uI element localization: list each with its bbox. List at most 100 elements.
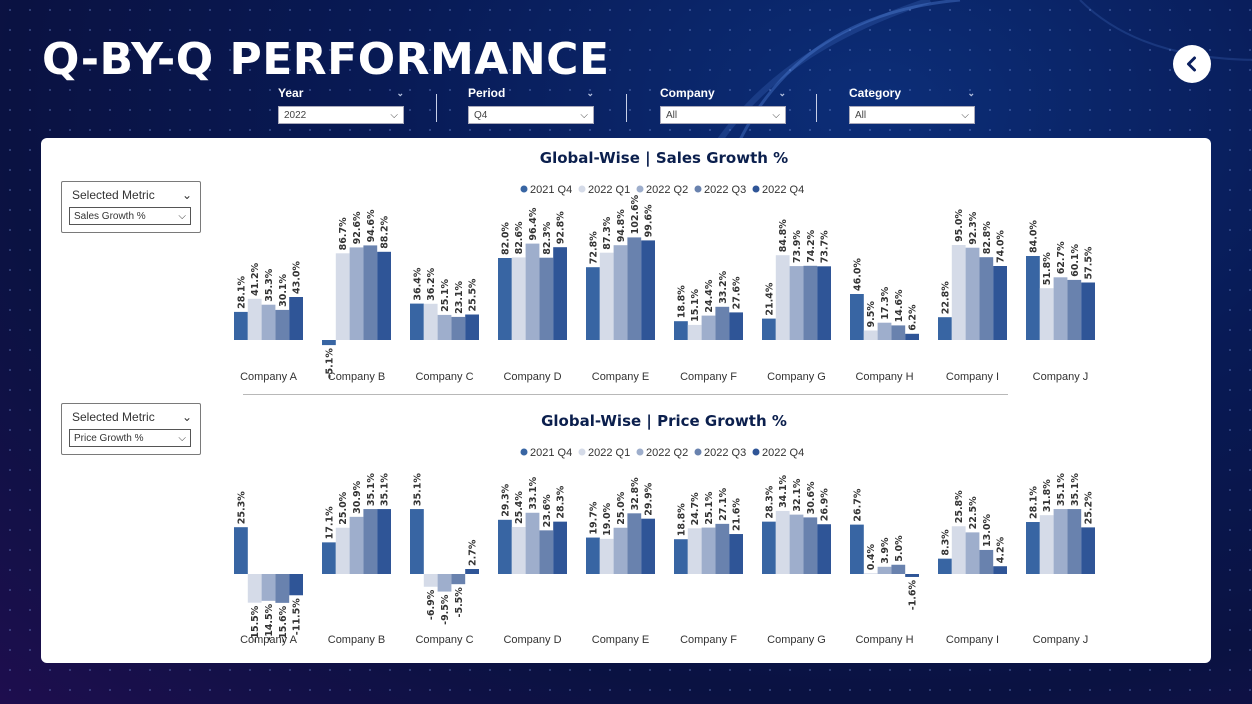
legend-label: 2022 Q4 [762, 184, 804, 196]
data-label: 35.3% [264, 268, 275, 301]
data-label: 35.1% [1070, 473, 1081, 506]
data-label: 92.6% [352, 211, 363, 244]
data-label: 88.2% [380, 215, 391, 248]
chart-title: Global-Wise | Sales Growth % [540, 149, 788, 168]
metric-value: Sales Growth % [74, 210, 146, 222]
data-label: -1.6% [908, 579, 919, 610]
chart-bar [586, 267, 600, 340]
chart-bar [789, 266, 804, 340]
category-label: Company E [592, 371, 649, 383]
data-label: 102.6% [630, 194, 641, 234]
chart-bar [261, 304, 276, 340]
filter-period-select[interactable]: Q4 ⌵ [468, 106, 594, 124]
category-label: Company H [855, 634, 913, 646]
chart-bar [803, 517, 818, 574]
filter-category-value: All [855, 109, 867, 121]
data-label: 26.7% [852, 488, 863, 521]
chart-bar [511, 257, 526, 340]
category-label: Company E [592, 634, 649, 646]
data-label: -5.5% [454, 587, 465, 618]
chart-bar [965, 247, 980, 340]
chevron-down-icon: ⌵ [390, 109, 398, 121]
chart-bar [599, 538, 614, 574]
category-label: Company D [503, 634, 561, 646]
data-label: 35.1% [412, 473, 423, 506]
data-label: 28.3% [764, 485, 775, 518]
chart-bar [1026, 256, 1040, 340]
data-label: 0.4% [866, 543, 877, 570]
category-label: Company F [680, 634, 737, 646]
data-label: -5.1% [324, 348, 335, 379]
chart-bar [817, 524, 831, 574]
filter-separator [626, 94, 627, 122]
chart-bar [553, 521, 567, 574]
chevron-down-icon[interactable]: ⌄ [778, 87, 786, 98]
chart-bar [674, 539, 688, 574]
legend-marker [694, 185, 702, 193]
data-label: 9.5% [866, 301, 877, 328]
filter-period-label: Period [468, 86, 506, 100]
chart-bar [627, 513, 642, 574]
page-title: Q-BY-Q PERFORMANCE [42, 34, 610, 85]
chart-bar [1053, 277, 1068, 340]
chevron-down-icon[interactable]: ⌄ [396, 87, 404, 98]
chart-bar [247, 298, 262, 340]
data-label: 22.8% [940, 281, 951, 314]
metric-slicer-price[interactable]: Selected Metric ⌄ Price Growth % ⌵ [61, 403, 201, 455]
data-label: 25.3% [236, 491, 247, 524]
chevron-down-icon: ⌵ [772, 109, 780, 121]
data-label: 30.9% [352, 480, 363, 513]
chart-bar [905, 333, 919, 340]
chart-bar [993, 266, 1007, 340]
filter-company-select[interactable]: All ⌵ [660, 106, 786, 124]
legend-label: 2022 Q2 [646, 184, 688, 196]
category-label: Company F [680, 371, 737, 383]
chart-bar [1081, 282, 1095, 340]
chart-bar [322, 542, 336, 574]
chart-bar [729, 534, 743, 574]
filter-year-value: 2022 [284, 109, 307, 121]
data-label: 35.1% [380, 473, 391, 506]
chevron-down-icon[interactable]: ⌄ [181, 410, 192, 424]
data-label: 82.8% [982, 221, 993, 254]
data-label: 25.2% [1084, 491, 1095, 524]
category-label: Company H [855, 371, 913, 383]
chevron-down-icon[interactable]: ⌄ [967, 87, 975, 98]
data-label: -15.6% [278, 605, 289, 642]
chart-bar [599, 252, 614, 340]
data-label: 94.6% [366, 209, 377, 242]
chart-bar [979, 549, 994, 574]
chart-bar [261, 574, 276, 601]
chart-bar [701, 527, 716, 574]
chart-bar [993, 566, 1007, 574]
data-label: 28.1% [236, 275, 247, 308]
metric-dropdown[interactable]: Price Growth % ⌵ [69, 429, 191, 447]
category-label: Company G [767, 371, 826, 383]
chart-bar [687, 528, 702, 574]
slicer-label: Selected Metric [72, 410, 155, 424]
data-label: 18.8% [676, 285, 687, 318]
data-label: 34.1% [778, 474, 789, 507]
data-label: 25.0% [616, 491, 627, 524]
filter-year-select[interactable]: 2022 ⌵ [278, 106, 404, 124]
data-label: 57.5% [1084, 246, 1095, 279]
chart-bar [701, 315, 716, 340]
chart-bar [410, 509, 424, 574]
category-label: Company C [415, 634, 473, 646]
chart-bar [423, 303, 438, 340]
data-label: 86.7% [338, 217, 349, 250]
category-label: Company C [415, 371, 473, 383]
metric-slicer-sales[interactable]: Selected Metric ⌄ Sales Growth % ⌵ [61, 181, 201, 233]
chevron-down-icon: ⌵ [178, 210, 186, 222]
metric-dropdown[interactable]: Sales Growth % ⌵ [69, 207, 191, 225]
back-button[interactable] [1173, 45, 1211, 83]
chevron-down-icon[interactable]: ⌄ [586, 87, 594, 98]
chart-bar [377, 509, 391, 574]
legend-marker [694, 448, 702, 456]
chart-bar [850, 294, 864, 340]
chevron-down-icon[interactable]: ⌄ [181, 188, 192, 202]
data-label: 15.1% [690, 288, 701, 321]
filter-category-select[interactable]: All ⌵ [849, 106, 975, 124]
chart-bar [525, 243, 540, 340]
data-label: -6.9% [426, 589, 437, 620]
